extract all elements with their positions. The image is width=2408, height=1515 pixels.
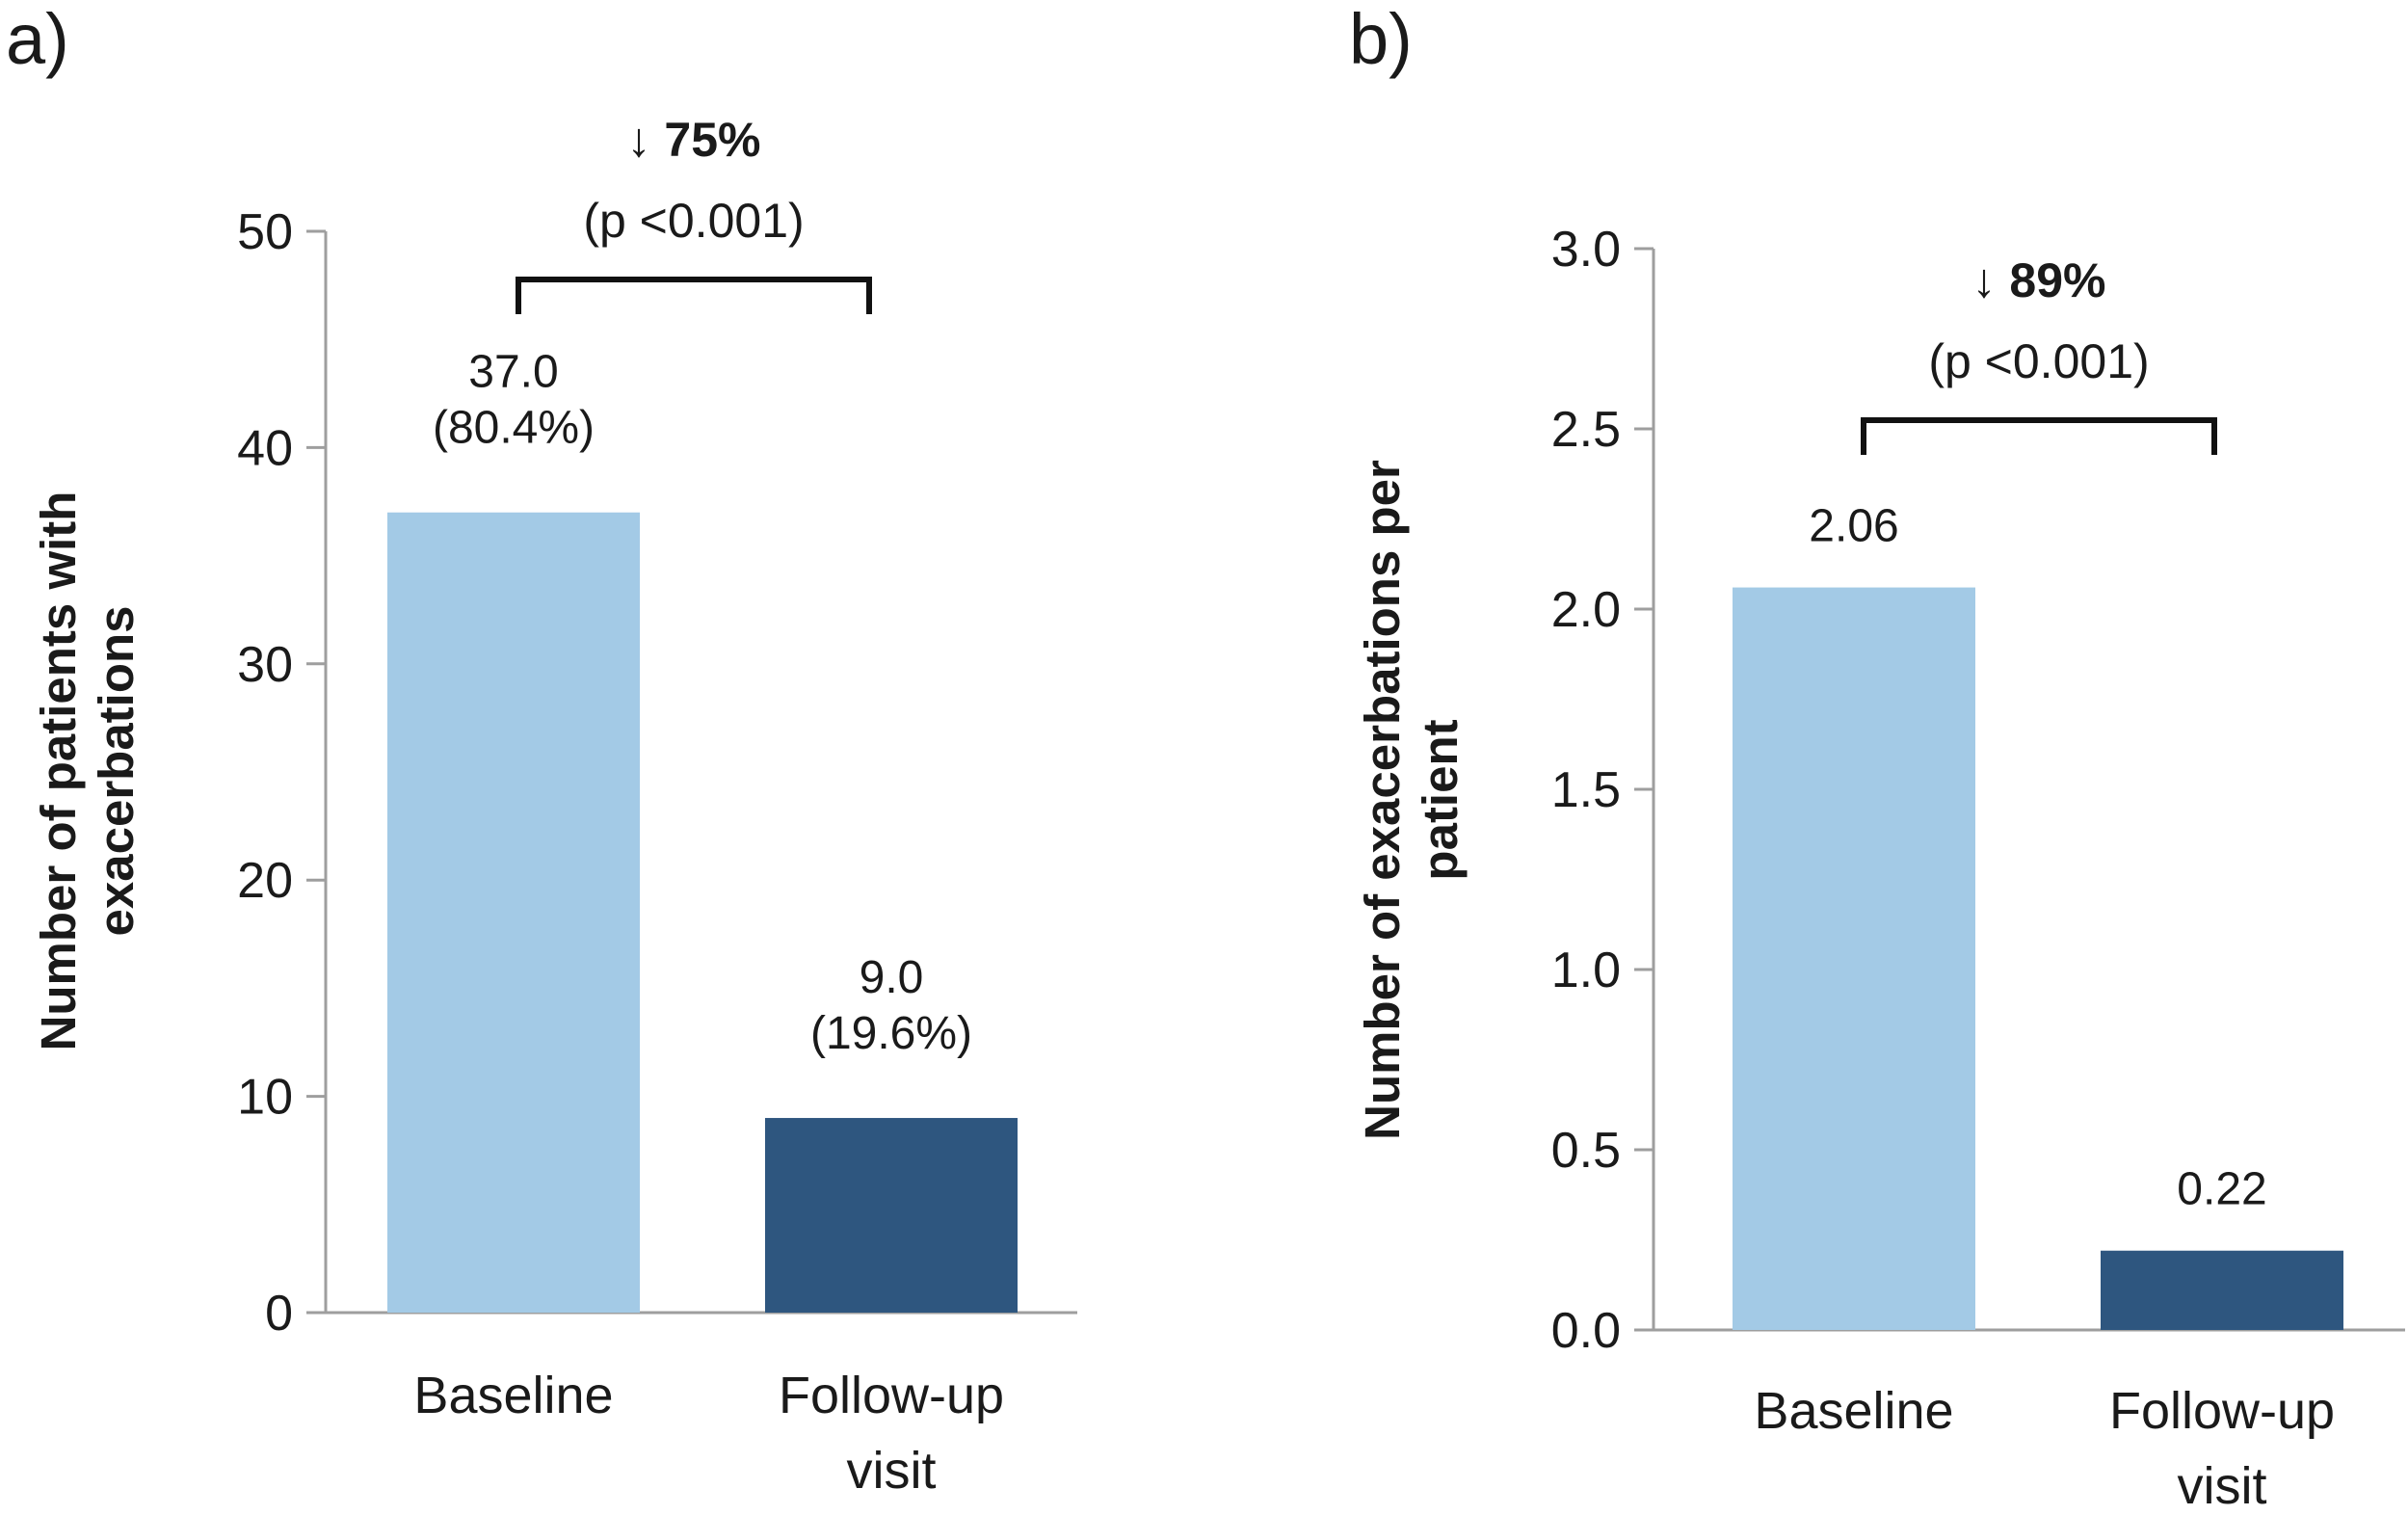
panel-label: a): [6, 0, 69, 79]
y-tick-label: 50: [237, 204, 293, 260]
y-tick-label: 10: [237, 1070, 293, 1126]
data-label: 0.22: [2177, 1164, 2266, 1215]
y-tick-label: 20: [237, 853, 293, 909]
x-category-label: visit: [847, 1442, 937, 1500]
y-axis-title-line: Number of patients with: [31, 492, 86, 1051]
y-tick-label: 0.0: [1551, 1303, 1621, 1359]
x-category-label: visit: [2178, 1457, 2267, 1515]
bar-baseline: [1733, 587, 1975, 1330]
y-axis-title-line: exacerbations: [89, 605, 144, 936]
significance-bracket: [516, 277, 872, 314]
y-axis-title-line: Number of exacerbations per: [1355, 460, 1410, 1140]
y-tick-label: 0.5: [1551, 1123, 1621, 1179]
y-tick-label: 30: [237, 637, 293, 693]
percent-change-label: ↓ 75%: [627, 113, 761, 167]
bar-baseline: [387, 512, 640, 1313]
y-tick-label: 1.5: [1551, 762, 1621, 818]
data-label: 2.06: [1809, 501, 1898, 552]
x-category-label: Follow-up: [779, 1367, 1004, 1424]
y-tick-label: 0: [265, 1286, 293, 1342]
panel-a: a) 0 10 20 30 40 50 37.0(80.4%) Baseline 9.0(19.6…: [6, 0, 1077, 1500]
x-category-label: Baseline: [413, 1367, 613, 1424]
y-axis-title: Number of patients withexacerbations: [31, 492, 144, 1051]
data-label: 37.0: [468, 347, 558, 398]
y-tick-label: 2.0: [1551, 582, 1621, 638]
x-category-label: Follow-up: [2109, 1382, 2335, 1440]
y-axis-title: Number of exacerbations perpatient: [1355, 460, 1468, 1140]
significance-bracket: [1861, 417, 2217, 455]
y-tick-label: 40: [237, 420, 293, 476]
p-value-label: (p <0.001): [583, 194, 804, 248]
y-tick-label: 1.0: [1551, 943, 1621, 998]
y-tick-label: 2.5: [1551, 402, 1621, 458]
panel-b: b) 0.0 0.5 1.0 1.5 2.0 2.5 3.0 2.06 Baseline 0.22 F…: [1349, 0, 2405, 1515]
bar-follow-up: [2101, 1250, 2343, 1330]
data-label: (80.4%): [433, 403, 595, 454]
y-tick-label: 3.0: [1551, 222, 1621, 278]
panel-label: b): [1349, 0, 1413, 79]
x-category-label: Baseline: [1754, 1382, 1953, 1440]
percent-change-label: ↓ 89%: [1972, 253, 2106, 307]
p-value-label: (p <0.001): [1928, 334, 2149, 388]
data-label: (19.6%): [810, 1008, 972, 1059]
data-label: 9.0: [860, 952, 924, 1003]
y-axis-title-line: patient: [1413, 719, 1468, 880]
bar-follow-up: [765, 1118, 1018, 1313]
